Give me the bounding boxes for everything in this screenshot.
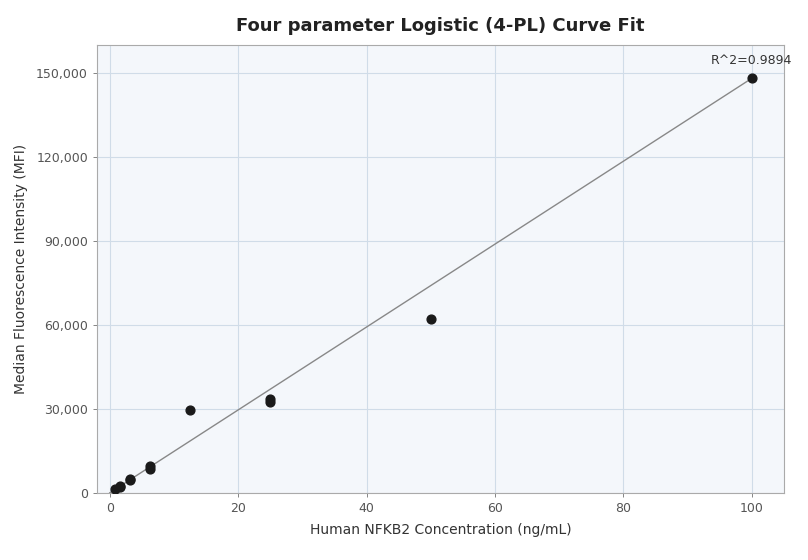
Point: [424, 315, 437, 324]
Point: [108, 484, 121, 493]
Point: [263, 394, 276, 403]
Point: [113, 482, 126, 491]
Point: [124, 474, 137, 483]
Point: [144, 461, 157, 470]
X-axis label: Human NFKB2 Concentration (ng/mL): Human NFKB2 Concentration (ng/mL): [309, 523, 571, 537]
Title: Four parameter Logistic (4-PL) Curve Fit: Four parameter Logistic (4-PL) Curve Fit: [236, 17, 645, 35]
Text: R^2=0.9894: R^2=0.9894: [711, 54, 793, 67]
Point: [124, 475, 137, 484]
Point: [113, 481, 126, 491]
Y-axis label: Median Fluorescence Intensity (MFI): Median Fluorescence Intensity (MFI): [14, 144, 27, 394]
Point: [183, 405, 196, 414]
Point: [263, 398, 276, 407]
Point: [745, 74, 758, 83]
Point: [144, 465, 157, 474]
